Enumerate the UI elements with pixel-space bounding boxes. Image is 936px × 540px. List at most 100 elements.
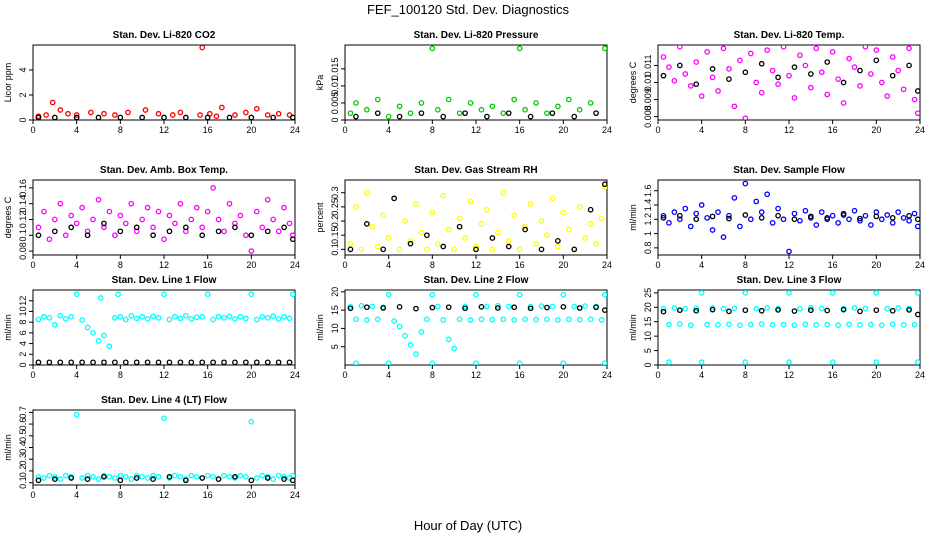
data-point bbox=[802, 207, 809, 214]
data-point bbox=[824, 321, 831, 328]
data-point bbox=[775, 81, 781, 88]
data-point bbox=[802, 62, 809, 69]
plot-frame bbox=[32, 409, 296, 486]
outline-point bbox=[505, 243, 512, 250]
data-point bbox=[911, 321, 918, 328]
data-point bbox=[166, 212, 173, 219]
data-point bbox=[62, 232, 69, 239]
outline-point bbox=[775, 307, 781, 313]
data-point bbox=[878, 79, 885, 86]
x-tick-label: 20 bbox=[246, 490, 256, 500]
outline-point bbox=[522, 226, 528, 233]
outline-point bbox=[527, 113, 534, 120]
data-point bbox=[177, 109, 184, 116]
data-point bbox=[660, 212, 667, 219]
data-point bbox=[698, 202, 705, 208]
outline-point bbox=[215, 228, 222, 235]
data-point bbox=[144, 316, 151, 322]
data-point bbox=[797, 217, 803, 224]
data-point bbox=[857, 83, 863, 89]
data-point bbox=[221, 472, 227, 479]
data-point bbox=[467, 198, 474, 205]
data-point bbox=[440, 192, 447, 199]
data-point bbox=[587, 221, 594, 227]
y-axis-label: degrees C bbox=[3, 196, 13, 238]
x-tick-label: 24 bbox=[290, 125, 300, 135]
outline-point bbox=[676, 307, 683, 314]
outline-point bbox=[601, 307, 607, 313]
outline-point bbox=[478, 303, 485, 310]
outline-point bbox=[281, 224, 287, 231]
outline-point bbox=[889, 72, 896, 79]
x-tick-label: 8 bbox=[743, 125, 748, 135]
outline-point bbox=[914, 311, 920, 318]
data-point bbox=[46, 315, 53, 321]
data-point bbox=[500, 110, 507, 117]
data-point bbox=[813, 222, 820, 228]
data-point bbox=[889, 54, 896, 60]
data-point bbox=[221, 228, 227, 235]
outline-point bbox=[824, 59, 831, 65]
outline-point bbox=[462, 305, 468, 312]
data-point bbox=[484, 303, 490, 310]
x-tick-label: 8 bbox=[743, 370, 748, 380]
x-tick-label: 0 bbox=[30, 490, 35, 500]
data-point bbox=[576, 106, 583, 113]
outline-point bbox=[248, 477, 255, 484]
x-tick-label: 4 bbox=[699, 260, 704, 270]
data-point bbox=[155, 110, 162, 117]
x-tick-label: 16 bbox=[515, 260, 525, 270]
x-tick-label: 16 bbox=[203, 125, 213, 135]
data-point bbox=[385, 235, 392, 241]
data-point bbox=[275, 316, 282, 322]
outline-point bbox=[232, 473, 238, 480]
y-tick-label: 15 bbox=[330, 305, 340, 315]
data-point bbox=[215, 313, 222, 320]
data-point bbox=[90, 473, 96, 480]
y-tick-label: 0.12 bbox=[18, 211, 28, 229]
data-point bbox=[65, 110, 71, 117]
data-point bbox=[494, 302, 501, 309]
outline-point bbox=[742, 69, 749, 76]
x-tick-label: 24 bbox=[602, 125, 612, 135]
x-tick-label: 12 bbox=[471, 125, 481, 135]
data-point bbox=[516, 360, 523, 365]
data-point bbox=[35, 473, 42, 480]
data-point bbox=[494, 229, 501, 236]
data-point bbox=[753, 79, 760, 86]
data-point bbox=[786, 359, 792, 365]
data-point bbox=[117, 472, 124, 479]
outline-point bbox=[380, 246, 387, 253]
data-point bbox=[51, 321, 58, 328]
data-point bbox=[172, 220, 178, 227]
data-point bbox=[374, 243, 381, 250]
y-tick-label: 0.009 bbox=[643, 88, 653, 111]
x-tick-label: 24 bbox=[290, 490, 300, 500]
data-point bbox=[846, 216, 852, 223]
outline-point bbox=[889, 307, 896, 314]
data-point bbox=[758, 321, 765, 327]
data-point bbox=[516, 45, 523, 52]
x-tick-label: 4 bbox=[74, 260, 79, 270]
data-point bbox=[353, 100, 359, 106]
data-point bbox=[533, 316, 539, 323]
data-point bbox=[385, 360, 392, 365]
x-tick-label: 20 bbox=[871, 125, 881, 135]
data-point bbox=[500, 189, 507, 196]
data-point bbox=[193, 314, 200, 321]
data-point bbox=[259, 224, 266, 231]
y-tick-label: 0.01 bbox=[330, 77, 340, 95]
data-point bbox=[106, 208, 113, 215]
data-point bbox=[117, 212, 124, 219]
y-tick-label: 10 bbox=[330, 323, 340, 333]
data-point bbox=[851, 305, 858, 311]
data-point bbox=[264, 112, 271, 118]
panel-9: Stan. Dev. Line 3 Flow 0 4 8 12 16 20 24 0 5 10 15 2… bbox=[628, 275, 925, 380]
data-point bbox=[275, 228, 282, 235]
panel-8: Stan. Dev. Line 2 Flow 0 4 8 12 16 20 24 5 10 15 20… bbox=[315, 275, 612, 380]
data-point bbox=[726, 321, 732, 328]
outline-point bbox=[51, 228, 58, 235]
outline-point bbox=[914, 88, 920, 94]
data-point bbox=[758, 89, 765, 96]
